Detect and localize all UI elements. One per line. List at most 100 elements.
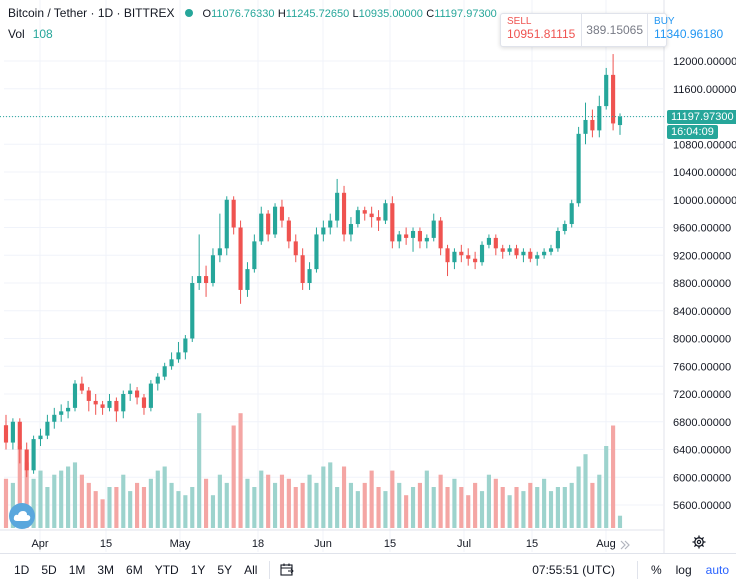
range-1y[interactable]: 1Y [190,562,206,577]
candle-body [404,234,409,238]
range-6m[interactable]: 6M [126,562,143,577]
volume-bar [617,515,623,528]
scroll-to-realtime-button[interactable] [620,537,630,555]
last-price-tag: 11197.97300 [667,109,736,124]
range-5d[interactable]: 5D [41,562,57,577]
volume-bar [611,425,616,528]
candle-body [410,230,416,238]
volume-bar [314,482,319,528]
close-value: 11197.97300 [434,8,497,20]
candle-body [169,359,174,367]
candle-body [459,251,464,256]
candle-body [390,203,395,242]
buy-price: 11340.96180 [654,27,724,41]
candle-body [555,230,560,249]
volume-bar [272,482,278,528]
log-scale-toggle[interactable]: log [675,562,692,577]
candle-body [328,220,333,228]
volume-bar [590,482,595,528]
utc-clock[interactable]: 07:55:51 (UTC) [532,562,615,577]
volume-bar [190,487,195,528]
candle-body [341,192,347,235]
auto-scale-toggle[interactable]: auto [705,562,729,577]
volume-bar [72,462,78,528]
volume-bar [128,491,133,528]
volume-bar [341,466,347,528]
candle-body [486,237,491,245]
range-1d[interactable]: 1D [14,562,30,577]
candle-body [521,251,526,256]
candle-body [31,439,36,471]
cloud-icon [13,511,31,521]
candle-body [10,421,15,443]
buy-button[interactable]: BUY 11340.96180 [647,14,729,46]
price-tick-label: 9600.00000 [673,223,731,235]
volume-bar [548,491,554,528]
volume-bar [583,454,588,528]
high-label: H [277,8,286,20]
candle-body [535,255,540,259]
volume-bar [93,491,98,528]
range-1m[interactable]: 1M [68,562,86,577]
range-5y[interactable]: 5Y [217,562,233,577]
chart-settings-button[interactable] [692,535,706,554]
goto-date-button[interactable] [276,563,298,576]
candle-body [300,255,305,283]
candle-body [528,251,533,259]
candle-body [266,213,271,235]
gear-icon [692,535,706,549]
volume-bar [100,499,105,528]
tradingview-logo[interactable] [9,503,35,529]
sell-label: SELL [507,16,532,27]
volume-bar [183,495,188,528]
volume-bar [376,487,381,528]
candle-body [286,220,291,242]
candle-body [24,449,29,471]
price-chart[interactable]: 12000.0000011600.0000011200.0000010800.0… [0,0,736,553]
volume-bar [500,487,505,528]
candle-body [452,251,457,263]
candle-body [583,119,588,134]
candle-body [162,366,167,377]
volume-bar [114,487,119,528]
candle-body [176,352,181,360]
spread-value: 389.15065 [586,23,644,37]
toolbar-divider [636,560,638,579]
candle-body [514,248,519,256]
time-tick-label: Aug [596,538,616,550]
candle-body [210,255,216,283]
volume-bar [452,478,457,528]
volume-bar [148,478,153,528]
volume-bar [210,495,216,528]
volume-bar [459,487,464,528]
price-tick-label: 8400.00000 [673,306,731,318]
sell-button[interactable]: SELL 10951.81115 [501,14,583,46]
candle-body [493,237,498,249]
candle-body [314,234,319,270]
volume-bar [238,413,243,528]
price-tick-label: 7600.00000 [673,361,731,373]
time-tick-label: Jun [314,538,332,550]
price-tick-label: 11600.00000 [673,84,736,96]
volume-bar [66,466,71,528]
volume-bar [479,491,485,528]
volume-bar [169,482,174,528]
price-tick-label: 8800.00000 [673,278,731,290]
range-ytd[interactable]: YTD [154,562,179,577]
volume-bar [197,413,202,528]
range-3m[interactable]: 3M [97,562,115,577]
candle-body [238,227,243,290]
volume-bar [397,482,402,528]
range-all[interactable]: All [244,562,258,577]
volume-bar [321,466,326,528]
candle-body [431,220,436,238]
candle-body [473,258,478,263]
open-label: O [202,8,212,20]
candle-body [438,220,443,249]
percent-scale-toggle[interactable]: % [650,562,662,577]
candle-body [321,227,326,235]
candle-body [569,203,574,225]
candle-body [45,421,50,436]
symbol-title[interactable]: Bitcoin / Tether · 1D · BITTREX [8,6,175,20]
